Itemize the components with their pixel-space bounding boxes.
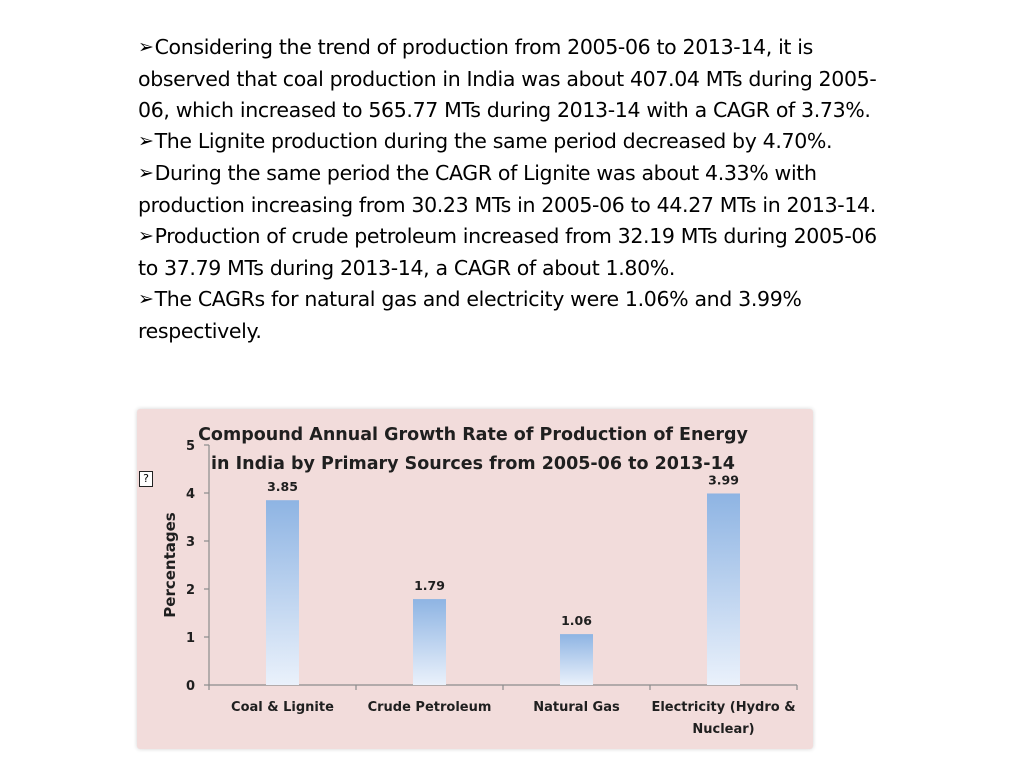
bullet-point: ➢The CAGRs for natural gas and electrici… xyxy=(138,284,898,347)
bullet-point: ➢Considering the trend of production fro… xyxy=(138,32,898,126)
y-tick-label: 0 xyxy=(186,679,195,694)
chart-title: in India by Primary Sources from 2005-06… xyxy=(211,454,735,474)
x-tick-label: Crude Petroleum xyxy=(368,700,492,715)
bullet-text: Considering the trend of production from… xyxy=(138,35,877,122)
y-tick-label: 4 xyxy=(186,487,195,502)
bullet-text: Production of crude petroleum increased … xyxy=(138,224,877,280)
arrow-bullet-icon: ➢ xyxy=(138,288,154,310)
missing-image-placeholder-icon: ? xyxy=(139,471,153,487)
cagr-bar-chart: Compound Annual Growth Rate of Productio… xyxy=(161,425,798,737)
data-label: 1.06 xyxy=(561,613,592,628)
chart-image: Compound Annual Growth Rate of Productio… xyxy=(137,409,813,749)
arrow-bullet-icon: ➢ xyxy=(138,225,154,247)
data-label: 3.99 xyxy=(708,472,739,487)
y-tick-label: 3 xyxy=(186,535,195,550)
bar xyxy=(413,599,446,685)
bar xyxy=(707,493,740,685)
data-label: 3.85 xyxy=(267,479,298,494)
bar xyxy=(266,500,299,685)
arrow-bullet-icon: ➢ xyxy=(138,36,154,58)
arrow-bullet-icon: ➢ xyxy=(138,162,154,184)
slide-text-block: ➢Considering the trend of production fro… xyxy=(138,32,898,347)
y-tick-label: 5 xyxy=(186,439,195,454)
bullet-text: The Lignite production during the same p… xyxy=(154,129,833,153)
bullet-text: During the same period the CAGR of Ligni… xyxy=(138,161,876,217)
arrow-bullet-icon: ➢ xyxy=(138,130,154,152)
y-tick-label: 2 xyxy=(186,583,195,598)
data-label: 1.79 xyxy=(414,578,445,593)
y-tick-label: 1 xyxy=(186,631,195,646)
x-tick-label: Coal & Lignite xyxy=(231,700,334,715)
bullet-text: The CAGRs for natural gas and electricit… xyxy=(138,287,802,343)
x-tick-label: Natural Gas xyxy=(533,700,620,715)
bullet-point: ➢The Lignite production during the same … xyxy=(138,126,898,158)
x-tick-label: Nuclear) xyxy=(692,722,754,737)
bar xyxy=(560,634,593,685)
x-tick-label: Electricity (Hydro & xyxy=(651,700,795,715)
bullet-point: ➢Production of crude petroleum increased… xyxy=(138,221,898,284)
bullet-point: ➢During the same period the CAGR of Lign… xyxy=(138,158,898,221)
y-axis-label: Percentages xyxy=(161,512,179,618)
chart-title: Compound Annual Growth Rate of Productio… xyxy=(198,425,748,445)
